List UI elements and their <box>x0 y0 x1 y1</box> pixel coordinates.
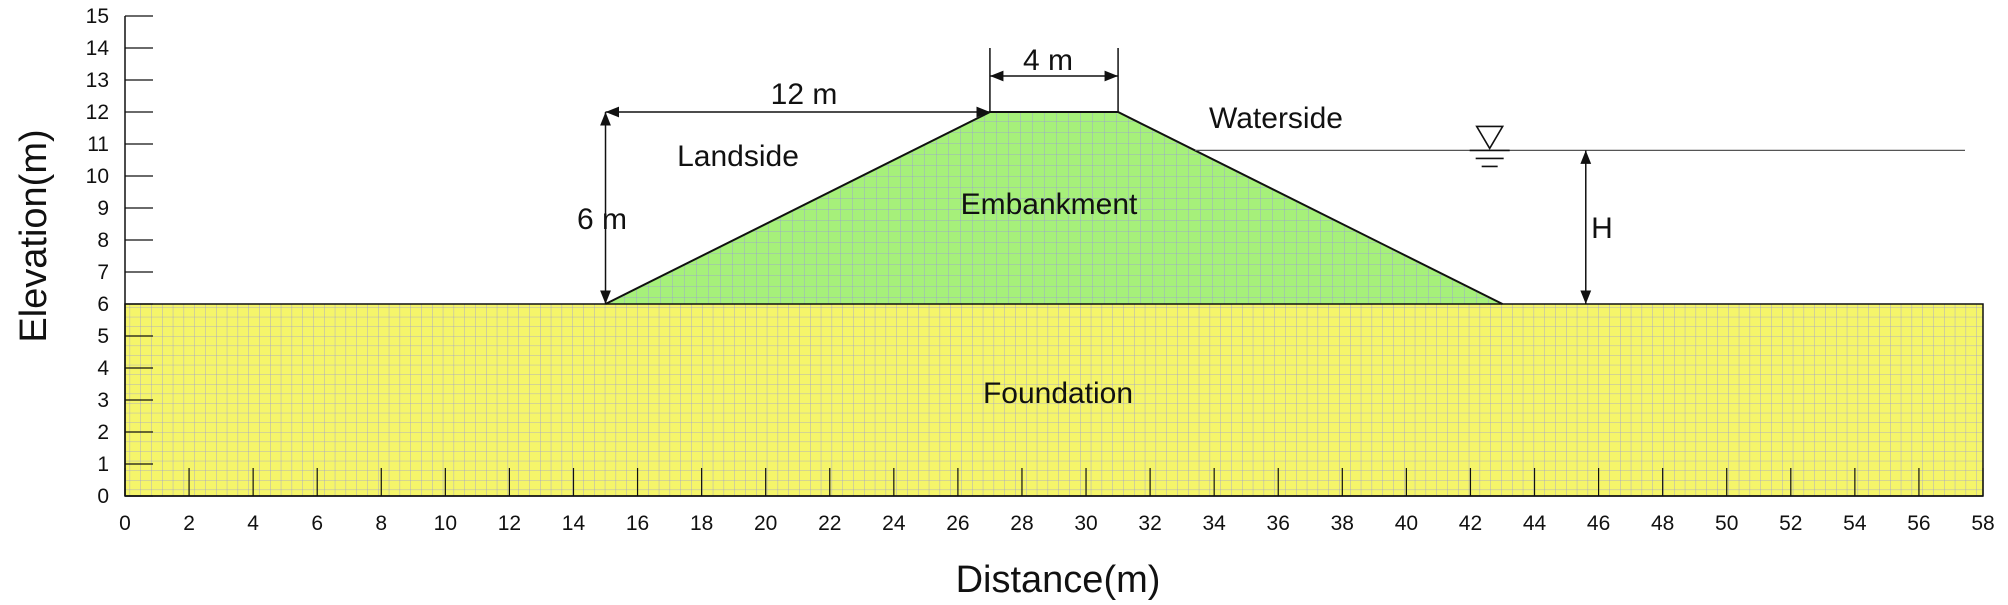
x-tick-label: 50 <box>1715 512 1738 535</box>
water-height-label: H <box>1591 212 1613 245</box>
x-tick-label: 6 <box>311 512 323 535</box>
y-tick-label: 0 <box>97 485 109 508</box>
x-tick-label: 2 <box>183 512 195 535</box>
y-tick-label: 3 <box>97 389 109 412</box>
x-tick-label: 26 <box>946 512 969 535</box>
x-tick-label: 58 <box>1971 512 1994 535</box>
y-tick-label: 7 <box>97 261 109 284</box>
x-tick-label: 48 <box>1651 512 1674 535</box>
y-tick-label: 6 <box>97 293 109 316</box>
x-tick-label: 18 <box>690 512 713 535</box>
y-tick-label: 15 <box>86 5 109 28</box>
x-tick-label: 14 <box>562 512 586 535</box>
x-tick-label: 22 <box>818 512 841 535</box>
x-tick-label: 42 <box>1459 512 1482 535</box>
y-tick-label: 9 <box>97 197 109 220</box>
x-tick-label: 4 <box>247 512 259 535</box>
water-level-symbol <box>1469 125 1510 168</box>
y-tick-label: 13 <box>86 69 109 92</box>
y-tick-label: 10 <box>86 165 109 188</box>
x-tick-label: 8 <box>375 512 387 535</box>
x-tick-labels: 0 2 4 6 8 10 12 14 16 18 20 22 24 26 28 30 32 34 36 38 40 42 4… <box>119 512 1995 535</box>
y-tick-label: 11 <box>87 133 109 156</box>
waterside-label: Waterside <box>1209 102 1343 135</box>
x-tick-label: 0 <box>119 512 131 535</box>
x-axis-title: Distance(m) <box>956 559 1161 601</box>
y-tick-marks <box>125 15 153 497</box>
y-tick-label: 2 <box>97 421 109 444</box>
height-dimension-label: 6 m <box>577 203 627 236</box>
x-tick-label: 38 <box>1331 512 1354 535</box>
y-tick-label: 14 <box>86 37 110 60</box>
x-tick-label: 36 <box>1267 512 1290 535</box>
embankment-outline <box>605 111 1503 305</box>
slope-width-dimension-label: 12 m <box>771 78 838 111</box>
y-tick-label: 12 <box>86 101 109 124</box>
x-tick-marks <box>124 468 1984 496</box>
x-tick-label: 44 <box>1523 512 1547 535</box>
x-tick-label: 52 <box>1779 512 1802 535</box>
x-tick-label: 28 <box>1010 512 1033 535</box>
y-tick-label: 1 <box>97 453 109 476</box>
foundation-label: Foundation <box>983 377 1133 410</box>
x-tick-label: 16 <box>626 512 649 535</box>
x-tick-label: 12 <box>498 512 521 535</box>
x-tick-label: 46 <box>1587 512 1610 535</box>
y-tick-label: 8 <box>97 229 109 252</box>
x-tick-label: 30 <box>1074 512 1097 535</box>
embankment-mesh <box>605 112 1503 304</box>
x-tick-label: 56 <box>1907 512 1930 535</box>
x-tick-label: 54 <box>1843 512 1867 535</box>
x-tick-label: 10 <box>434 512 457 535</box>
embankment-label: Embankment <box>961 188 1138 221</box>
y-tick-label: 5 <box>97 325 109 348</box>
x-tick-label: 40 <box>1395 512 1418 535</box>
x-tick-label: 32 <box>1138 512 1161 535</box>
x-tick-label: 34 <box>1202 512 1226 535</box>
y-tick-label: 4 <box>97 357 109 380</box>
crest-width-dimension-label: 4 m <box>1023 44 1073 77</box>
x-tick-label: 24 <box>882 512 906 535</box>
y-axis-title: Elevation(m) <box>13 129 55 342</box>
foundation-mesh <box>125 304 1983 496</box>
x-tick-label: 20 <box>754 512 777 535</box>
water-level-triangle <box>1475 125 1505 150</box>
landside-label: Landside <box>677 140 799 173</box>
